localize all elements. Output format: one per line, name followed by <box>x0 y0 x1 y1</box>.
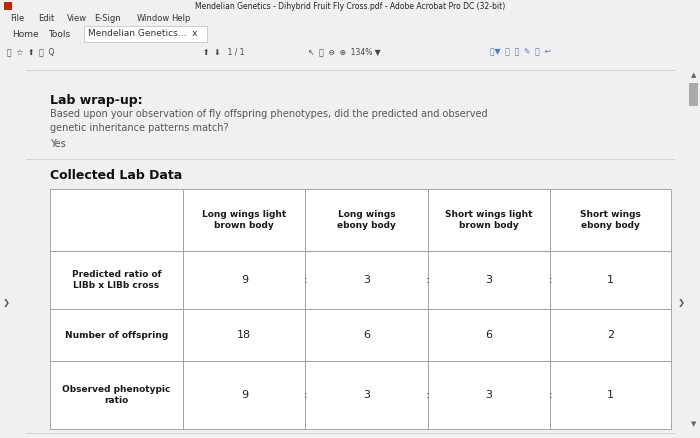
FancyBboxPatch shape <box>50 251 183 309</box>
Text: Home: Home <box>13 30 39 39</box>
FancyBboxPatch shape <box>550 361 671 428</box>
Text: ▼: ▼ <box>691 420 696 427</box>
FancyBboxPatch shape <box>305 189 428 251</box>
Text: Short wings light
brown body: Short wings light brown body <box>445 210 533 230</box>
FancyBboxPatch shape <box>50 361 183 428</box>
Text: Long wings light
brown body: Long wings light brown body <box>202 210 286 230</box>
FancyBboxPatch shape <box>550 251 671 309</box>
Text: Lab wrap-up:: Lab wrap-up: <box>50 94 142 106</box>
Text: 3: 3 <box>485 275 492 285</box>
FancyBboxPatch shape <box>305 361 428 428</box>
Text: Number of offspring: Number of offspring <box>65 331 168 339</box>
Text: Help: Help <box>172 14 191 23</box>
Text: :: : <box>426 390 430 400</box>
FancyBboxPatch shape <box>183 309 305 361</box>
Text: Yes: Yes <box>50 138 66 148</box>
FancyBboxPatch shape <box>428 189 550 251</box>
Text: 6: 6 <box>485 330 492 340</box>
Text: ▲: ▲ <box>691 72 696 78</box>
Text: :: : <box>548 275 552 285</box>
Text: ❯: ❯ <box>678 297 685 307</box>
Text: 9: 9 <box>241 390 248 400</box>
FancyBboxPatch shape <box>183 189 305 251</box>
Text: :: : <box>548 390 552 400</box>
FancyBboxPatch shape <box>50 309 183 361</box>
Text: :: : <box>304 390 307 400</box>
Text: 1: 1 <box>607 390 614 400</box>
Text: Tools: Tools <box>48 30 70 39</box>
Text: 2: 2 <box>607 330 614 340</box>
Text: 1: 1 <box>607 275 614 285</box>
FancyBboxPatch shape <box>305 309 428 361</box>
FancyBboxPatch shape <box>550 189 671 251</box>
Text: 9: 9 <box>241 275 248 285</box>
Text: 3: 3 <box>363 275 370 285</box>
Text: File: File <box>10 14 25 23</box>
Text: ↖  ✋  ⊖  ⊕  134% ▼: ↖ ✋ ⊖ ⊕ 134% ▼ <box>308 47 381 56</box>
Text: 3: 3 <box>363 390 370 400</box>
FancyBboxPatch shape <box>183 251 305 309</box>
Text: 6: 6 <box>363 330 370 340</box>
FancyBboxPatch shape <box>84 26 206 42</box>
FancyBboxPatch shape <box>550 309 671 361</box>
Text: ⬆  ⬇   1 / 1: ⬆ ⬇ 1 / 1 <box>203 47 244 56</box>
Text: :: : <box>426 275 430 285</box>
Text: Window: Window <box>136 14 169 23</box>
Text: Mendelian Genetics...  x: Mendelian Genetics... x <box>88 29 197 38</box>
Text: Collected Lab Data: Collected Lab Data <box>50 169 182 182</box>
Text: 18: 18 <box>237 330 251 340</box>
Text: E-Sign: E-Sign <box>94 14 121 23</box>
Text: ⬜  ☆  ⬆  🖨  Q: ⬜ ☆ ⬆ 🖨 Q <box>7 47 55 56</box>
FancyBboxPatch shape <box>305 251 428 309</box>
Text: Based upon your observation of fly offspring phenotypes, did the predicted and o: Based upon your observation of fly offsp… <box>50 109 487 133</box>
Text: :: : <box>304 275 307 285</box>
FancyBboxPatch shape <box>428 251 550 309</box>
Text: ⬛▼  ⬛  ⬛  ✎  🔗  ↩: ⬛▼ ⬛ ⬛ ✎ 🔗 ↩ <box>490 47 551 56</box>
Bar <box>4 3 12 10</box>
Bar <box>690 83 698 106</box>
Text: Observed phenotypic
ratio: Observed phenotypic ratio <box>62 385 171 405</box>
FancyBboxPatch shape <box>428 309 550 361</box>
Text: Edit: Edit <box>38 14 55 23</box>
Text: Long wings
ebony body: Long wings ebony body <box>337 210 396 230</box>
Text: Predicted ratio of
LlBb x LlBb cross: Predicted ratio of LlBb x LlBb cross <box>71 270 161 290</box>
Text: ❯: ❯ <box>3 297 10 307</box>
Text: 3: 3 <box>485 390 492 400</box>
Text: View: View <box>66 14 87 23</box>
FancyBboxPatch shape <box>183 361 305 428</box>
FancyBboxPatch shape <box>50 189 183 251</box>
Text: Short wings
ebony body: Short wings ebony body <box>580 210 641 230</box>
FancyBboxPatch shape <box>428 361 550 428</box>
Text: Mendelian Genetics - Dihybrid Fruit Fly Cross.pdf - Adobe Acrobat Pro DC (32-bit: Mendelian Genetics - Dihybrid Fruit Fly … <box>195 2 505 11</box>
